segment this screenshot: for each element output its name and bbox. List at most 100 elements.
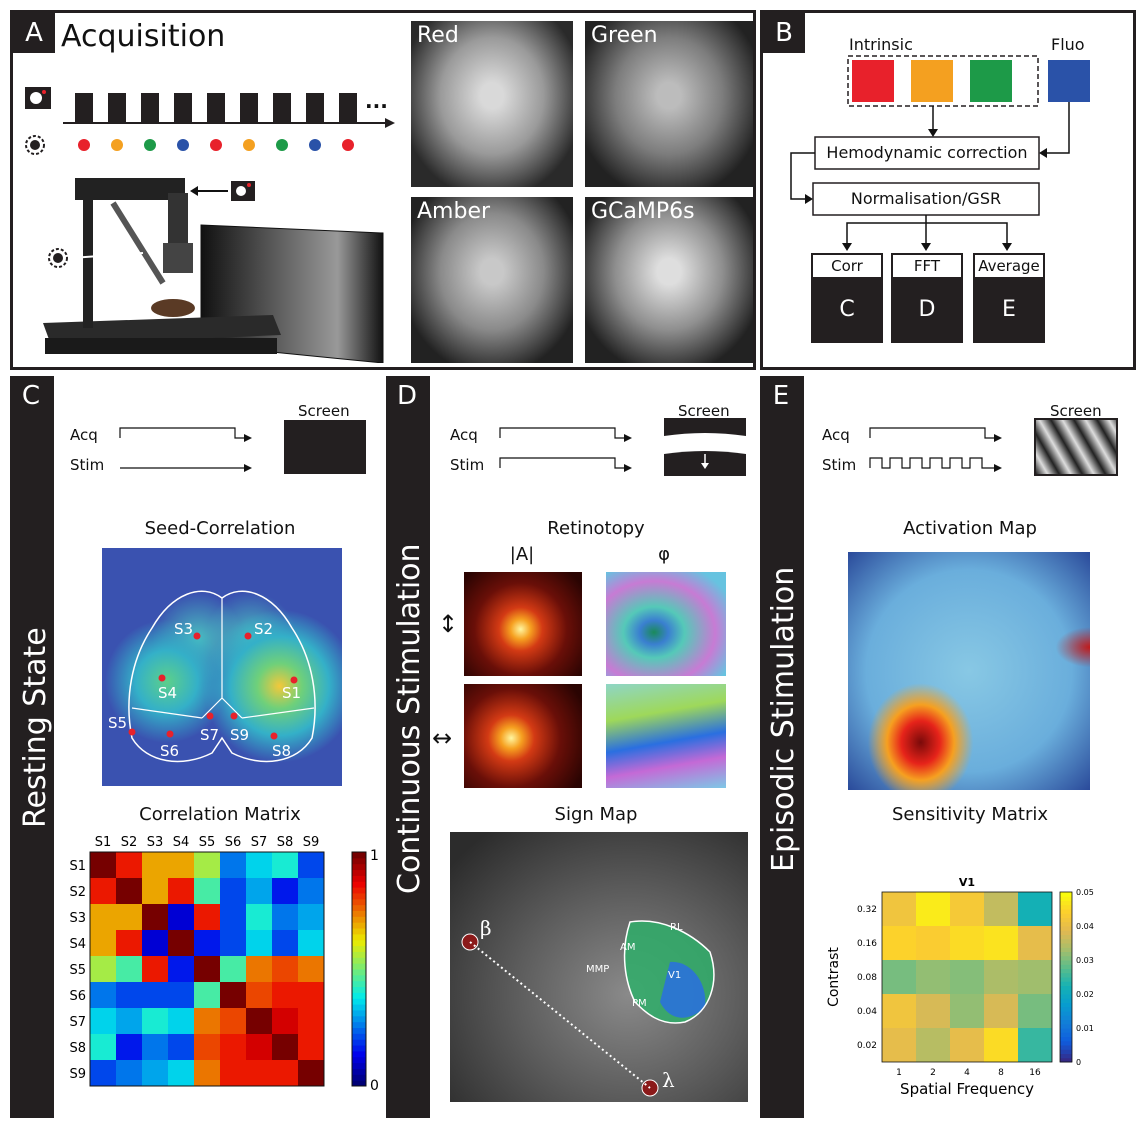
panel-a: A Acquisition ... [10,10,756,370]
frame-pulse [141,93,159,123]
matrix-cell [298,904,324,930]
heatmap-cell [1018,1028,1052,1062]
average-label: Average [978,257,1040,275]
colorbar-tick: 0 [1076,1058,1081,1067]
colorbar-step [352,1062,366,1069]
matrix-cell [194,982,220,1008]
panel-b: B Intrinsic Fluo Hemodynamic correction … [760,10,1136,370]
matrix-cell [142,878,168,904]
matrix-cell [168,1034,194,1060]
row-label: S9 [69,1067,86,1082]
phase-label: φ [658,544,670,565]
fft-label: FFT [913,257,941,275]
matrix-cell [142,956,168,982]
colorbar-step [1060,900,1072,906]
seed-label: S5 [108,714,128,732]
matrix-cell [168,878,194,904]
colorbar-step [1060,1015,1072,1020]
colorbar-step [352,1015,366,1023]
frame-pulse [174,93,192,123]
col-label: S5 [199,835,216,850]
colorbar-step [352,1068,366,1075]
microscope-setup [43,178,384,363]
matrix-cell [90,956,116,982]
seed-label: S1 [282,684,302,702]
row-label: S2 [69,885,86,900]
frame-pulse [108,93,126,123]
matrix-cell [220,982,246,1008]
y-tick: 0.32 [857,905,877,915]
matrix-cell [194,878,220,904]
x-axis-label: Spatial Frequency [900,1080,1034,1098]
amplitude-label: |A| [509,544,535,565]
colorbar-step [1060,964,1072,969]
matrix-cell [116,982,142,1008]
y-axis-label: Contrast [826,947,842,1007]
colorbar-step [352,857,366,865]
timing-diagram [119,420,366,474]
panel-d: Continuous Stimulation D Acq Stim Screen… [386,376,756,1118]
panel-letter-c: C [10,376,52,416]
heatmap-cell [882,994,916,1028]
frame-pulse [207,93,225,123]
heatmap-cell [984,926,1018,960]
matrix-cell [298,1034,324,1060]
heatmap-title: V1 [959,876,975,889]
heatmap-cell [950,960,984,994]
box-e: E [1002,297,1016,322]
matrix-cell [142,1060,168,1086]
colorbar-max: 1 [370,848,379,864]
matrix-cell [220,878,246,904]
area-label-v1: V1 [668,970,682,981]
frame-pulse [306,93,324,123]
seed-label: S6 [160,742,180,760]
matrix-cell [298,1008,324,1034]
side-bar-d: Continuous Stimulation [386,376,430,1118]
matrix-cell [194,956,220,982]
area-label-rl: RL [670,922,683,933]
matrix-cell [246,930,272,956]
colorbar-step [1060,934,1072,940]
timing-diagram [499,418,746,476]
heatmap-cell [916,1028,950,1062]
heatmap-cell [882,960,916,994]
matrix-cell [90,878,116,904]
matrix-cell [116,956,142,982]
colorbar-step [352,939,366,947]
y-tick: 0.02 [857,1041,877,1051]
col-label: S4 [173,835,190,850]
matrix-cell [220,1008,246,1034]
matrix-cell [168,852,194,878]
matrix-cell [116,1060,142,1086]
colorbar-step [1060,909,1072,914]
frame-pulse [273,93,291,123]
heatmap-cell [950,892,984,926]
colorbar-step [1060,955,1072,961]
colorbar-step [352,945,366,952]
colorbar-step [1060,994,1072,999]
retinotopy-title: Retinotopy [547,518,645,539]
resting-state-label: Resting State [18,627,53,828]
hemodynamic-correction: Hemodynamic correction [826,143,1028,162]
led-dot [210,139,222,151]
seed-correlation-title: Seed-Correlation [144,518,296,539]
vertical-arrow-icon: ↕ [438,610,459,638]
heatmap-cell [916,960,950,994]
row-label: S7 [69,1015,86,1030]
colorbar-step [1060,896,1072,901]
lambda-label: λ [662,1068,675,1092]
x-tick: 16 [1029,1068,1041,1078]
colorbar-step [1060,1032,1072,1037]
phase-map-vertical [606,572,726,676]
colorbar-step [1060,1049,1072,1054]
matrix-cell [194,1008,220,1034]
colorbar-step [1060,989,1072,995]
box-c: C [839,297,855,322]
blue-square [1048,60,1090,102]
matrix-cell [194,852,220,878]
panel-letter-e: E [760,376,802,416]
colorbar-step [352,887,366,894]
matrix-cell [246,1060,272,1086]
seed-correlation-map: S3 S2 S4 S1 S5 S7 S9 S6 S8 [102,548,342,786]
matrix-cell [246,878,272,904]
